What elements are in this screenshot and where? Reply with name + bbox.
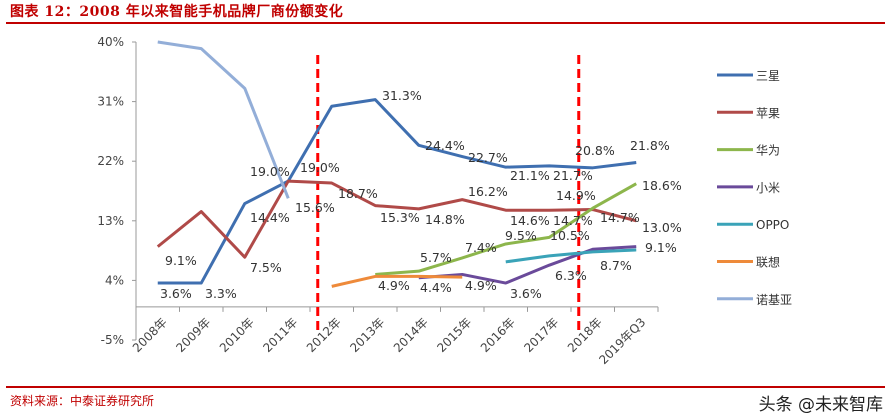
series-line-诺基亚 xyxy=(157,40,290,199)
legend-label: 苹果 xyxy=(756,106,780,120)
data-label: 14.6% xyxy=(510,213,550,228)
data-label: 14.9% xyxy=(556,188,596,203)
x-tick-label: 2013年 xyxy=(347,315,387,355)
data-label: 31.3% xyxy=(382,88,422,103)
x-tick-label: 2016年 xyxy=(478,315,518,355)
legend-label: 三星 xyxy=(756,69,780,83)
data-label: 3.6% xyxy=(510,286,542,301)
data-label: 5.7% xyxy=(420,250,452,265)
series-line-OPPO xyxy=(505,248,637,264)
legend-label: OPPO xyxy=(756,218,789,232)
data-label: 4.9% xyxy=(465,278,497,293)
x-tick-label: 2014年 xyxy=(391,315,431,355)
data-label: 4.9% xyxy=(378,278,410,293)
y-tick-label: 22% xyxy=(97,154,124,168)
data-label: 14.7% xyxy=(553,213,593,228)
data-label: 14.8% xyxy=(425,212,465,227)
data-label: 13.0% xyxy=(642,220,682,235)
data-label: 3.3% xyxy=(205,286,237,301)
data-label: 18.6% xyxy=(642,178,682,193)
x-tick-label: 2019年Q3 xyxy=(596,315,648,367)
data-label: 6.3% xyxy=(555,268,587,283)
legend-label: 小米 xyxy=(756,181,780,195)
y-tick-label: 40% xyxy=(97,35,124,49)
data-label: 20.8% xyxy=(575,143,615,158)
y-tick-label: -5% xyxy=(101,333,124,347)
data-label: 21.8% xyxy=(630,138,670,153)
data-label: 21.7% xyxy=(553,168,593,183)
data-label: 3.6% xyxy=(160,286,192,301)
data-label: 10.5% xyxy=(550,228,590,243)
data-label: 7.5% xyxy=(250,260,282,275)
data-label: 19.0% xyxy=(250,164,290,179)
y-tick-label: 13% xyxy=(97,214,124,228)
x-tick-label: 2011年 xyxy=(260,315,300,355)
legend-label: 联想 xyxy=(756,255,780,270)
y-tick-label: 4% xyxy=(105,273,124,287)
data-label: 22.7% xyxy=(468,150,508,165)
data-label: 18.7% xyxy=(338,186,378,201)
chart-title: 图表 12：2008 年以来智能手机品牌厂商份额变化 xyxy=(10,4,344,20)
data-label: 9.1% xyxy=(645,240,677,255)
data-label: 15.6% xyxy=(295,200,335,215)
title-rule xyxy=(6,22,885,24)
series-line-三星 xyxy=(157,98,637,285)
source-note: 资料来源：中泰证券研究所 xyxy=(10,394,155,408)
data-label: 9.5% xyxy=(505,228,537,243)
footer-rule xyxy=(6,386,885,388)
y-tick-label: 31% xyxy=(97,95,124,109)
series-line-苹果 xyxy=(156,179,637,259)
data-label: 14.4% xyxy=(250,210,290,225)
data-label: 8.7% xyxy=(600,258,632,273)
data-label: 15.3% xyxy=(380,210,420,225)
data-label: 16.2% xyxy=(468,184,508,199)
data-label: 24.4% xyxy=(425,138,465,153)
x-tick-label: 2010年 xyxy=(217,315,257,355)
data-label: 21.1% xyxy=(510,168,550,183)
x-tick-label: 2009年 xyxy=(173,315,213,355)
series-line-联想 xyxy=(331,274,463,288)
x-tick-label: 2018年 xyxy=(565,315,605,355)
watermark: 头条 @未来智库 xyxy=(758,395,883,415)
legend-label: 华为 xyxy=(756,144,780,158)
data-label: 19.0% xyxy=(300,160,340,175)
series-line-华为 xyxy=(375,182,637,276)
data-label: 4.4% xyxy=(420,280,452,295)
series-line-小米 xyxy=(418,245,637,285)
legend-label: 诺基亚 xyxy=(756,293,792,307)
x-tick-label: 2017年 xyxy=(521,315,561,355)
data-label: 9.1% xyxy=(165,253,197,268)
x-tick-label: 2012年 xyxy=(304,315,344,355)
data-label: 14.7% xyxy=(600,210,640,225)
x-tick-label: 2015年 xyxy=(434,315,474,355)
data-label: 7.4% xyxy=(465,240,497,255)
